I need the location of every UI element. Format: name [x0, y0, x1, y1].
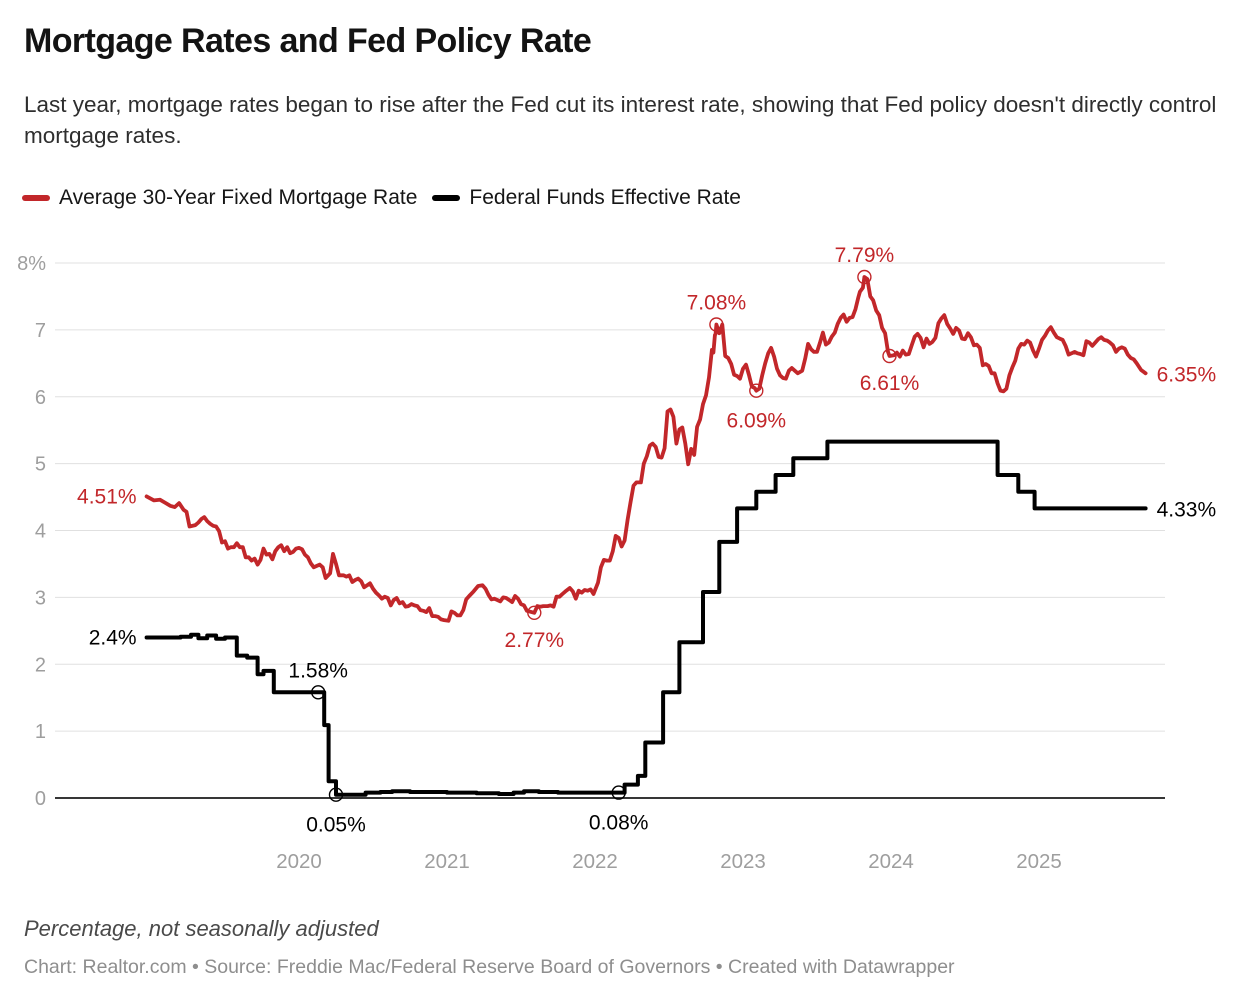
x-axis-tick-label: 2024: [868, 850, 914, 873]
y-axis-tick-label: 0: [35, 788, 46, 810]
mortgage-rate-line: [144, 275, 1148, 623]
annotation-label: 6.61%: [860, 372, 920, 395]
y-axis-tick-label: 6: [35, 387, 46, 409]
data-point-marker: [328, 787, 344, 802]
chart-subtitle: Last year, mortgage rates began to rise …: [24, 92, 1217, 148]
annotation-label: 7.79%: [835, 244, 895, 267]
x-axis-tick-label: 2022: [572, 850, 618, 873]
data-point-marker: [611, 785, 626, 800]
x-axis-tick-label: 2025: [1016, 850, 1062, 873]
legend-label-mortgage-rate: Average 30-Year Fixed Mortgage Rate: [59, 186, 418, 209]
chart-notes: Percentage, not seasonally adjusted: [24, 916, 379, 941]
y-axis-tick-label: 5: [35, 454, 46, 476]
page-title: Mortgage Rates and Fed Policy Rate: [24, 22, 592, 60]
legend: Average 30-Year Fixed Mortgage Rate Fede…: [22, 186, 741, 210]
data-point-marker: [709, 317, 724, 332]
annotation-label: 2.77%: [505, 629, 565, 652]
data-point-marker: [527, 605, 542, 620]
annotation-label: 7.08%: [687, 292, 747, 315]
y-axis-tick-label: 4: [35, 521, 46, 543]
y-axis-tick-label: 3: [35, 587, 46, 609]
x-axis-tick-label: 2021: [424, 850, 470, 873]
annotation-label: 2.4%: [89, 627, 137, 650]
x-axis-tick-label: 2020: [276, 850, 322, 873]
annotation-label: 6.09%: [727, 410, 787, 433]
y-axis-tick-label: 8%: [17, 253, 46, 275]
fed-funds-swatch: [432, 195, 461, 201]
annotation-label: 1.58%: [288, 659, 348, 682]
legend-label-fed-funds: Federal Funds Effective Rate: [469, 186, 741, 209]
data-point-marker: [882, 348, 897, 364]
x-axis-tick-label: 2023: [720, 850, 766, 873]
legend-item-mortgage-rate: Average 30-Year Fixed Mortgage Rate: [22, 186, 417, 210]
y-axis-tick-label: 7: [35, 320, 46, 342]
chart-byline: Chart: Realtor.com • Source: Freddie Mac…: [24, 956, 955, 978]
y-axis-tick-label: 2: [35, 654, 46, 676]
fed-funds-line: [144, 439, 1148, 797]
mortgage-rate-swatch: [22, 195, 50, 201]
legend-item-fed-funds: Federal Funds Effective Rate: [432, 186, 741, 210]
data-point-marker: [749, 383, 764, 398]
annotation-label: 6.35%: [1157, 363, 1217, 386]
annotation-label: 0.08%: [589, 812, 649, 835]
annotation-label: 4.51%: [77, 485, 137, 508]
y-axis-tick-label: 1: [35, 721, 46, 743]
data-point-marker: [857, 269, 872, 285]
data-point-marker: [311, 685, 326, 700]
annotation-label: 0.05%: [306, 814, 366, 837]
annotation-label: 4.33%: [1157, 498, 1217, 521]
